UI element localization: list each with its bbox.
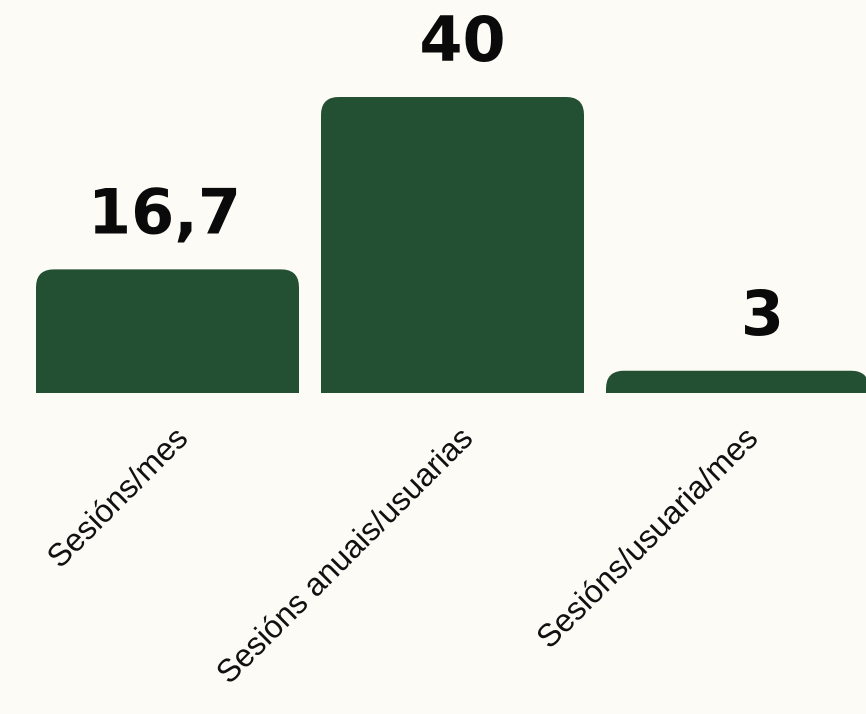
value-labels-group: 16,7 40 3	[88, 3, 784, 350]
tick-labels-group: Sesións/mes Sesións anuais/usuarias Sesión…	[39, 419, 764, 690]
bar-3	[606, 370, 866, 393]
bar-1	[36, 269, 299, 393]
tick-label-2: Sesións anuais/usuarias	[209, 419, 480, 690]
data-label-1: 16,7	[88, 175, 241, 248]
bars-group	[36, 97, 866, 393]
tick-label-3: Sesións/usuaria/mes	[529, 419, 764, 654]
tick-label-1: Sesións/mes	[39, 419, 194, 574]
data-label-3: 3	[741, 277, 784, 350]
bar-2	[321, 97, 584, 393]
data-label-2: 40	[419, 3, 505, 76]
